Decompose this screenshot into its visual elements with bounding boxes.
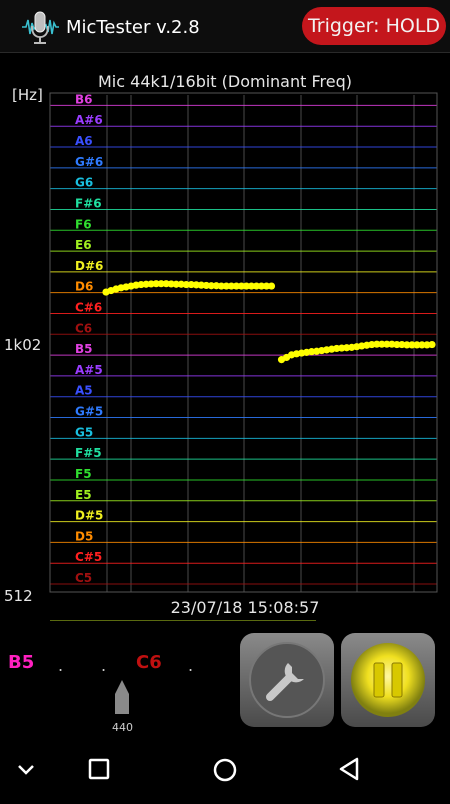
note-label: F6 [75,217,92,231]
frequency-point [408,341,416,349]
tuner-note-center: C6 [136,652,162,673]
app-bar: MicTester v.2.8 Trigger: HOLD [0,0,450,53]
frequency-point [242,282,251,290]
note-label: D#5 [75,509,103,523]
tuner-dot: . [101,656,107,675]
note-label: A#5 [75,363,103,377]
timestamp-divider [50,620,316,621]
note-label: B5 [75,342,93,356]
note-label: G6 [75,176,93,190]
tuner-needle-icon [115,680,129,714]
triangle-back-icon[interactable] [339,757,359,781]
note-label: C6 [75,321,92,335]
note-label: F#5 [75,446,102,460]
capture-timestamp: 23/07/18 15:08:57 [170,598,320,617]
y-tick-label: 512 [4,587,33,605]
note-label: C5 [75,571,92,585]
note-label: C#6 [75,300,102,314]
frequency-point [217,282,225,290]
note-label: E6 [75,238,92,252]
frequency-point [252,282,261,290]
note-label: G5 [75,425,93,439]
frequency-point [157,280,165,288]
frequency-point [428,340,436,349]
app-title: MicTester v.2.8 [66,17,200,38]
circle-icon[interactable] [213,758,237,782]
note-label: F#6 [75,196,102,210]
frequency-point [378,340,386,348]
frequency-point [152,280,160,288]
frequency-point [267,282,276,290]
pause-button[interactable] [341,633,435,727]
frequency-point [262,282,271,290]
note-label: D#6 [75,259,103,273]
reference-frequency: 440 [112,721,133,734]
microphone-logo-icon [22,11,59,44]
frequency-point [418,341,426,349]
note-label: G#5 [75,405,103,419]
square-icon[interactable] [88,758,110,780]
tuner-note-left: B5 [8,652,35,673]
note-label: D5 [75,529,93,543]
frequency-point [232,282,240,290]
system-navigation-bar [0,740,450,800]
trigger-mode-button[interactable]: Trigger: HOLD [302,7,446,45]
y-tick-label: 1k02 [4,336,42,354]
note-label: D6 [75,280,93,294]
frequency-point [172,280,180,288]
note-label: G#6 [75,155,103,169]
frequency-point [237,282,246,290]
frequency-point [393,340,401,349]
chart-title: Mic 44k1/16bit (Dominant Freq) [98,72,352,91]
note-label: A5 [75,384,93,398]
frequency-point [227,282,235,290]
frequency-point [257,282,266,290]
chevron-down-icon[interactable] [18,765,34,775]
tuner-dot: . [188,656,194,675]
pause-icon [351,643,425,717]
note-label: E5 [75,488,92,502]
note-label: A6 [75,134,93,148]
frequency-point [247,282,256,290]
frequency-point [413,341,421,349]
note-label: B6 [75,92,93,106]
plot-frame [49,92,438,593]
frequency-point [403,341,411,349]
frequency-point [207,282,215,290]
note-label: C#5 [75,550,102,564]
y-axis-unit: [Hz] [12,86,43,104]
frequency-point [222,282,230,290]
note-label: F5 [75,467,92,481]
frequency-point [373,340,381,348]
note-label: A#6 [75,113,103,127]
frequency-point [182,280,190,289]
tuner-dot: . [58,656,64,675]
settings-button[interactable] [240,633,334,727]
wrench-icon [249,642,325,718]
frequency-point [383,340,391,348]
